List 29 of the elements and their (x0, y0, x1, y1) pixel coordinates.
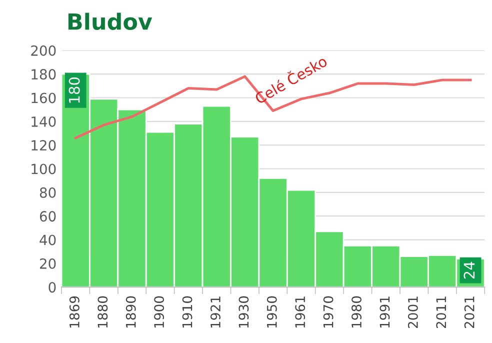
y-tick-label: 200 (31, 45, 56, 56)
y-tick-label: 80 (40, 187, 56, 198)
x-tick-label: 1921 (210, 296, 220, 328)
y-tick-label: 160 (32, 92, 56, 104)
x-tick-label: 2021 (464, 296, 474, 328)
y-tick-label: 60 (40, 211, 56, 222)
x-tick-label: 1991 (380, 296, 390, 328)
x-tick-label: 1890 (126, 296, 136, 328)
y-tick-label: 120 (32, 140, 56, 151)
x-tick-label: 1961 (295, 296, 306, 328)
chart-title: Bludov (68, 12, 152, 30)
x-tick-label: 1910 (182, 296, 192, 328)
y-tick-label: 100 (32, 164, 56, 174)
x-tick-label: 2011 (436, 296, 446, 328)
x-tick-label: 1930 (238, 296, 249, 328)
y-tick-label: 0 (48, 282, 56, 293)
data-label: 24 (464, 262, 475, 279)
y-tick-label: 20 (40, 258, 56, 269)
y-tick-label: 180 (32, 69, 56, 80)
y-tick-label: 40 (40, 234, 56, 246)
x-tick-label: 1950 (266, 296, 277, 328)
x-tick-label: 2001 (408, 296, 418, 328)
x-tick-label: 1880 (98, 296, 108, 328)
x-tick-label: 1869 (69, 296, 80, 328)
x-tick-label: 1900 (154, 296, 164, 328)
x-tick-label: 1970 (323, 296, 334, 328)
y-tick-label: 140 (32, 116, 56, 127)
x-tick-label: 1980 (352, 296, 362, 328)
data-label: 180 (68, 77, 80, 103)
